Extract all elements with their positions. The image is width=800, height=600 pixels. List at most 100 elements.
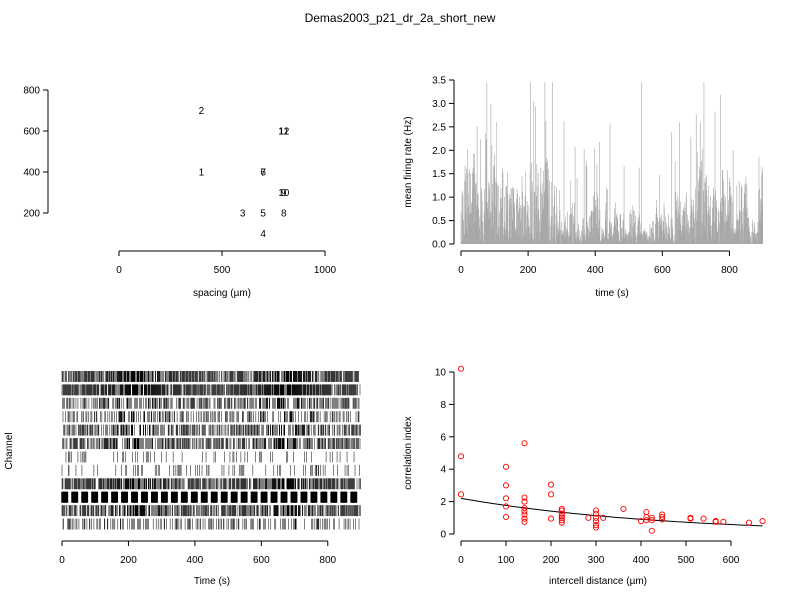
- y-tick-label: 0.0: [432, 240, 446, 251]
- correlation-point: [592, 510, 600, 517]
- correlation-point: [547, 491, 555, 498]
- electrode-label-3: 3: [240, 209, 246, 220]
- rate-bars: [460, 82, 763, 244]
- x-tick-label: 300: [588, 555, 605, 566]
- x-axis-label: Time (s): [194, 576, 230, 587]
- electrode-label-1: 1: [199, 168, 205, 179]
- correlation-point: [592, 517, 600, 525]
- correlation-point: [648, 527, 655, 534]
- correlation-point: [502, 513, 510, 521]
- correlation-point: [759, 517, 766, 525]
- y-tick-label: 2.0: [432, 146, 446, 157]
- panel-spike-raster: 0 200 400 600 800 Time (s) Channel: [4, 371, 361, 587]
- y-tick-label: 3.5: [432, 76, 446, 87]
- correlation-point: [712, 517, 719, 525]
- y-tick-label: 1.0: [432, 193, 446, 204]
- y-axis-label: mean firing rate (Hz): [403, 116, 414, 207]
- y-tick-label: 800: [23, 86, 40, 97]
- x-tick-label: 400: [587, 265, 604, 276]
- correlation-point: [502, 463, 510, 470]
- correlation-point: [521, 511, 528, 518]
- axes: 0 200 400 600 800 0.0 0.5 1.0 1.5 2.0 2.5 3.0 3.5: [432, 76, 738, 277]
- fit-curve: [460, 497, 763, 527]
- correlation-point: [592, 514, 600, 521]
- x-tick-label: 600: [253, 555, 270, 566]
- x-tick-label: 0: [458, 555, 464, 566]
- correlation-point: [521, 508, 528, 515]
- correlation-point: [521, 518, 528, 525]
- correlation-point: [648, 517, 655, 524]
- y-axis-label: correlation index: [403, 416, 414, 489]
- correlation-point: [521, 440, 528, 447]
- x-tick-label: 0: [116, 265, 122, 276]
- y-axis-label: Channel: [4, 432, 15, 469]
- axes: 0 100 200 300 400 500 600 0 2 4 6 8 10: [435, 368, 740, 567]
- correlation-point: [592, 507, 600, 514]
- x-tick-label: 0: [59, 555, 65, 566]
- x-tick-label: 800: [319, 555, 336, 566]
- y-tick-label: 1.5: [432, 169, 446, 180]
- correlation-point: [558, 519, 565, 526]
- axes: 0 500 1000 200 400 600 800: [23, 86, 336, 277]
- x-tick-label: 200: [520, 265, 537, 276]
- axes: 0 200 400 600 800: [59, 540, 337, 566]
- correlation-point: [502, 495, 510, 502]
- correlation-point: [659, 516, 666, 523]
- x-tick-label: 0: [458, 265, 464, 276]
- correlation-point: [521, 498, 528, 505]
- electrode-label-4: 4: [260, 229, 266, 240]
- electrode-label-8: 8: [281, 209, 287, 220]
- electrode-label-11: 11: [279, 127, 290, 138]
- x-tick-label: 800: [721, 265, 738, 276]
- x-tick-label: 1000: [314, 265, 337, 276]
- y-tick-label: 8: [440, 400, 446, 411]
- correlation-point: [502, 503, 510, 510]
- electrode-label-12: 12: [278, 127, 290, 138]
- y-tick-label: 0: [440, 530, 446, 541]
- correlation-point: [457, 365, 465, 372]
- x-tick-label: 400: [633, 555, 650, 566]
- correlation-point: [648, 514, 655, 521]
- x-tick-label: 500: [678, 555, 695, 566]
- figure-title: Demas2003_p21_dr_2a_short_new: [305, 11, 496, 25]
- x-axis-label: intercell distance (µm): [549, 576, 647, 587]
- correlation-point: [592, 522, 600, 529]
- correlation-point: [687, 515, 694, 522]
- correlation-point: [502, 482, 510, 489]
- y-tick-label: 600: [23, 127, 40, 138]
- x-tick-label: 200: [543, 555, 560, 566]
- y-tick-label: 400: [23, 168, 40, 179]
- x-tick-label: 500: [214, 265, 231, 276]
- y-tick-label: 10: [435, 368, 447, 379]
- x-tick-label: 600: [654, 265, 671, 276]
- x-axis-label: spacing (µm): [193, 288, 251, 299]
- correlation-point: [547, 481, 555, 488]
- electrode-label-10: 10: [278, 188, 290, 199]
- correlation-point: [457, 491, 465, 498]
- y-tick-label: 6: [440, 432, 446, 443]
- correlation-point: [659, 513, 666, 521]
- electrode-label-6: 6: [260, 168, 266, 179]
- electrode-label-7: 7: [260, 168, 266, 179]
- correlation-point: [558, 510, 565, 517]
- x-tick-label: 600: [723, 555, 740, 566]
- y-tick-label: 2: [440, 497, 446, 508]
- x-axis-label: time (s): [595, 288, 628, 299]
- correlation-point: [745, 519, 753, 526]
- x-tick-label: 200: [120, 555, 137, 566]
- y-tick-label: 4: [440, 465, 446, 476]
- correlation-point: [600, 514, 607, 521]
- fit-line: [460, 497, 763, 527]
- correlation-point: [521, 505, 528, 512]
- correlation-point: [592, 524, 600, 531]
- correlation-point: [547, 515, 555, 522]
- electrode-label-2: 2: [199, 106, 205, 117]
- correlation-point: [521, 515, 528, 522]
- y-tick-label: 200: [23, 209, 40, 220]
- electrode-label-5: 5: [260, 209, 266, 220]
- electrode-label-9: 9: [281, 188, 287, 199]
- correlation-point: [700, 515, 707, 522]
